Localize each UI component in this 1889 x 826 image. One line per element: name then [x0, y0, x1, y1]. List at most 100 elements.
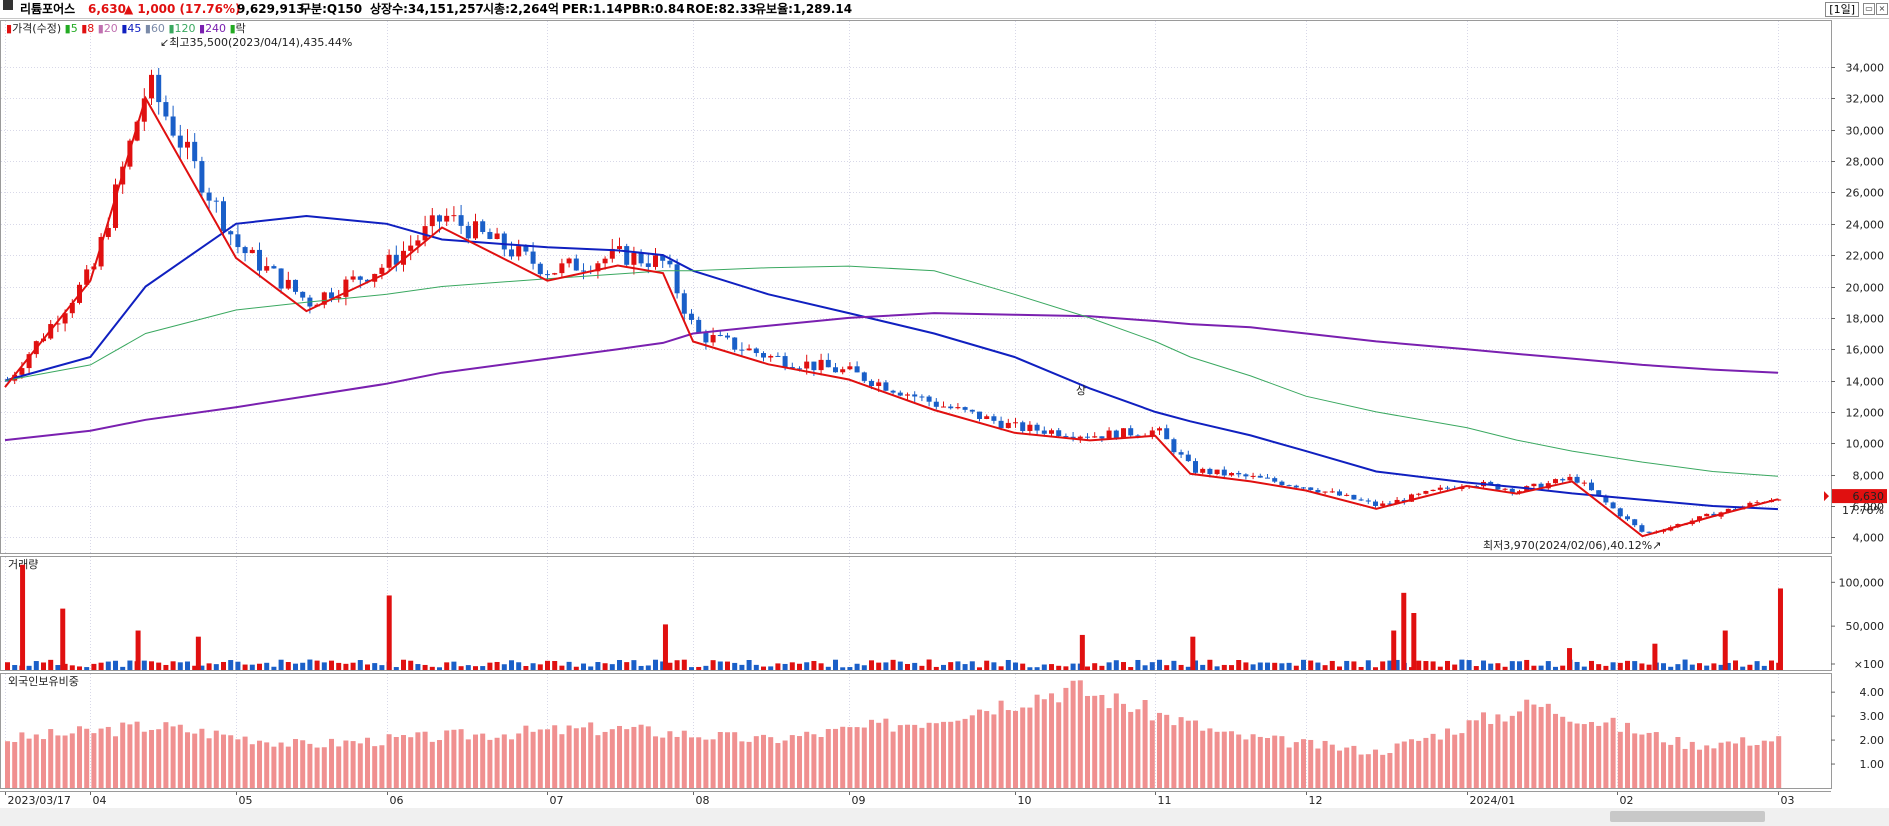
foreign-bar: [429, 741, 435, 788]
foreign-bar: [847, 727, 853, 788]
volume-bar: [595, 662, 601, 670]
candle-body: [329, 292, 334, 299]
volume-bar: [768, 666, 774, 670]
volume-bar: [235, 661, 241, 670]
volume-bar: [926, 659, 932, 670]
legend-marker: ▮: [65, 22, 71, 35]
candle-body: [573, 258, 579, 271]
candle-body: [444, 215, 450, 222]
candle-body: [710, 335, 716, 343]
candle-body: [1509, 488, 1515, 493]
volume-bar: [1164, 665, 1170, 670]
candle-body: [919, 396, 925, 398]
foreign-bar: [559, 734, 565, 788]
candle-body: [1020, 422, 1026, 431]
volume-bar: [537, 664, 543, 670]
volume-bar: [1423, 661, 1429, 670]
last-price-label: 6,630: [1853, 490, 1885, 503]
volume-bar: [1149, 662, 1155, 670]
candle-body: [667, 260, 673, 265]
candle-body: [602, 258, 608, 264]
candle-body: [509, 249, 514, 257]
volume-bar: [1272, 662, 1278, 670]
foreign-bar: [645, 726, 651, 788]
volume-bar: [1229, 665, 1234, 670]
volume-bar: [1581, 666, 1587, 670]
foreign-bar: [1524, 699, 1530, 788]
candle-body: [1236, 472, 1242, 475]
foreign-bar: [588, 722, 594, 788]
close-icon[interactable]: ×: [1876, 3, 1888, 15]
foreign-bar: [120, 722, 126, 788]
foreign-bar: [1265, 738, 1270, 788]
candle-body: [962, 407, 968, 410]
volume-bar: [473, 666, 478, 670]
period-selector[interactable]: [1일]: [1825, 2, 1859, 17]
foreign-bar: [977, 709, 982, 788]
volume-label: 거래량: [8, 558, 38, 571]
foreign-bar: [242, 736, 248, 788]
volume-bar: [1747, 664, 1753, 670]
volume-bar: [465, 665, 471, 670]
foreign-bar: [1646, 732, 1652, 788]
volume-bar: [1711, 663, 1717, 670]
restore-icon[interactable]: ▭: [1863, 3, 1875, 15]
candle-body: [1286, 485, 1292, 487]
foreign-bar: [818, 736, 824, 788]
candle-body: [98, 237, 104, 267]
candle-body: [861, 372, 867, 381]
stock-name[interactable]: 리튬포어스: [20, 2, 76, 16]
candle-body: [458, 215, 464, 226]
candle-body: [437, 215, 442, 222]
foreign-bar: [617, 725, 622, 788]
foreign-bar: [1236, 734, 1242, 788]
legend-marker: ▮: [199, 22, 205, 35]
candle-body: [1409, 494, 1414, 502]
foreign-bar: [300, 740, 306, 788]
volume-bar: [1185, 666, 1191, 670]
volume-bar: [897, 661, 903, 670]
foreign-bar: [401, 735, 406, 788]
candle-body: [156, 74, 162, 103]
candle-body: [213, 200, 219, 202]
foreign-bar: [1243, 739, 1249, 788]
foreign-bar: [1682, 748, 1688, 788]
volume-bar: [1351, 661, 1357, 670]
volume-bar: [660, 661, 666, 670]
foreign-bar: [62, 735, 68, 788]
volume-bar: [1250, 664, 1256, 670]
foreign-bar: [1617, 731, 1623, 788]
volume-bar: [1394, 659, 1400, 670]
volume-bar: [739, 664, 745, 670]
legend-ma-45: 45: [127, 22, 145, 35]
volume-bar: [545, 660, 550, 670]
candle-body: [998, 420, 1004, 429]
volume-bar: [1625, 660, 1630, 670]
foreign-bar: [1077, 680, 1083, 788]
foreign-bar: [55, 735, 61, 788]
volume-bar: [1049, 664, 1054, 670]
foreign-bar: [1005, 710, 1011, 788]
volume-bar: [1257, 662, 1263, 670]
price-tick-label: 24,000: [1846, 219, 1885, 232]
candle-body: [501, 233, 507, 250]
candle-body: [1589, 482, 1594, 491]
volume-bar: [1214, 666, 1220, 670]
volume-bar: [1437, 666, 1443, 670]
volume-bar: [941, 664, 946, 670]
volume-bar: [69, 665, 75, 670]
foreign-bar: [890, 731, 896, 788]
candle-body: [1625, 516, 1630, 520]
foreign-bar: [631, 726, 637, 788]
volume-bar: [1337, 666, 1342, 670]
price-tick-label: 22,000: [1846, 250, 1885, 263]
volume-bar: [242, 664, 248, 670]
volume-bar: [645, 665, 651, 670]
candle-body: [1574, 476, 1580, 483]
candle-body: [933, 401, 939, 407]
volume-bar: [437, 667, 442, 670]
foreign-bar: [1430, 733, 1436, 788]
volume-spike-bar: [1411, 613, 1417, 670]
volume-bar: [1646, 664, 1652, 670]
candle-body: [1517, 491, 1522, 493]
